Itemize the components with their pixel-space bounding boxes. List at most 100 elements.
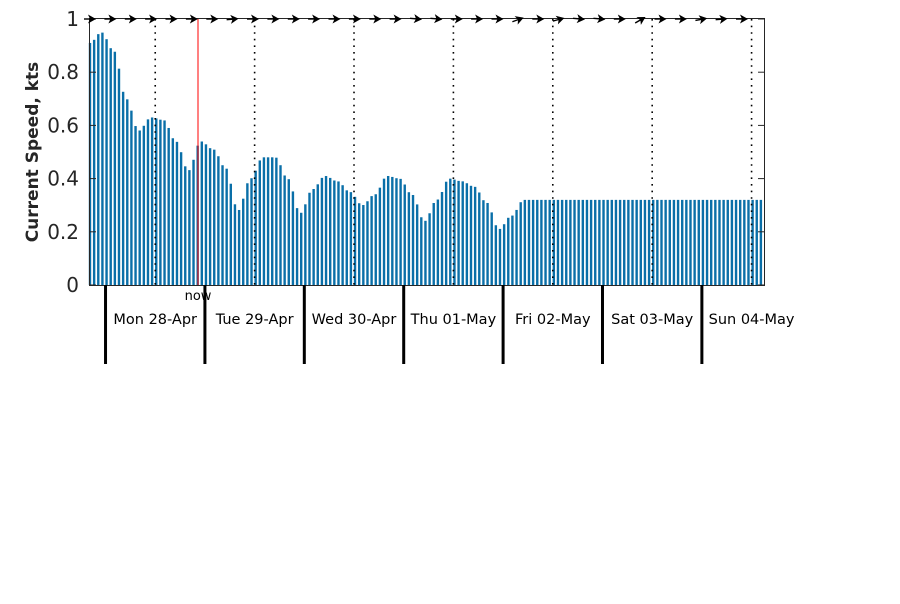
bar <box>225 168 228 285</box>
bar <box>424 220 427 285</box>
bar <box>378 187 382 285</box>
bar <box>92 39 96 285</box>
bar <box>262 157 266 285</box>
bar <box>134 126 137 285</box>
bar <box>730 199 734 285</box>
bar <box>581 199 585 285</box>
bar <box>366 201 369 285</box>
bar <box>138 130 141 285</box>
bar <box>192 159 195 285</box>
bar <box>312 189 315 285</box>
bar <box>320 177 324 285</box>
bar <box>755 199 758 285</box>
bar <box>167 127 170 285</box>
bar <box>710 199 713 285</box>
bar <box>569 199 572 285</box>
bar <box>598 199 601 285</box>
y-tick-label: 0.4 <box>47 167 79 191</box>
bar <box>126 99 129 285</box>
direction-arrow-icon <box>572 14 585 24</box>
bar <box>701 199 705 285</box>
direction-arrow-icon <box>695 15 708 25</box>
direction-arrow-icon <box>165 14 178 24</box>
bar <box>411 195 415 285</box>
direction-arrow-icon <box>634 17 646 25</box>
bar <box>486 202 489 285</box>
direction-arrow-icon <box>348 14 361 24</box>
bar <box>403 184 406 285</box>
bar <box>329 177 332 285</box>
bar <box>693 199 696 285</box>
y-tick-label: 0 <box>66 273 79 297</box>
bar <box>540 199 543 285</box>
bar <box>639 199 642 285</box>
bar <box>685 199 688 285</box>
bar <box>105 39 108 286</box>
bar <box>656 199 659 285</box>
bar <box>271 157 274 285</box>
bar <box>254 170 257 285</box>
direction-arrow-icon <box>552 15 565 25</box>
bar <box>204 144 208 285</box>
direction-arrow-icon <box>328 14 341 24</box>
bar <box>473 186 477 285</box>
bar <box>345 190 348 285</box>
bar <box>109 48 112 285</box>
bar <box>672 199 676 285</box>
bar <box>465 183 469 285</box>
bar <box>610 199 614 285</box>
bar <box>150 117 154 285</box>
plot-frame <box>89 18 765 286</box>
direction-arrow-icon <box>84 14 96 24</box>
bar <box>544 199 547 285</box>
direction-arrow-icon <box>267 14 280 24</box>
bar <box>536 199 539 285</box>
bar <box>217 156 220 285</box>
day-label: Tue 29-Apr <box>215 312 294 328</box>
bar <box>668 199 671 285</box>
direction-arrow-icon <box>124 14 137 24</box>
direction-arrow-icon <box>104 14 117 24</box>
direction-arrow-icon <box>308 14 321 24</box>
bar <box>279 165 282 285</box>
bar <box>747 199 750 285</box>
bar <box>374 194 377 285</box>
bar <box>287 179 290 285</box>
bar <box>163 120 166 285</box>
day-label: Fri 02-May <box>515 312 591 328</box>
direction-arrow-icon <box>654 14 667 24</box>
bar <box>291 191 295 285</box>
bar <box>121 91 125 285</box>
bar <box>482 200 485 285</box>
bar <box>436 199 440 285</box>
bar <box>444 181 448 285</box>
direction-arrow-icon <box>369 14 382 24</box>
bar <box>652 199 655 285</box>
bar <box>275 157 278 285</box>
y-axis: 0 0.2 0.4 0.6 0.8 1 <box>47 7 764 297</box>
bar <box>155 118 158 285</box>
bar <box>353 196 357 285</box>
bars-layer <box>88 32 763 286</box>
bar <box>237 209 241 285</box>
bar <box>440 191 444 285</box>
bar <box>130 110 133 285</box>
bar <box>552 199 556 285</box>
bar <box>453 179 456 285</box>
bar <box>478 192 481 285</box>
bar <box>333 180 336 285</box>
bar <box>308 192 311 285</box>
bar <box>337 181 340 285</box>
bar <box>250 178 253 285</box>
bar <box>117 68 121 285</box>
bar <box>722 199 725 285</box>
bar <box>498 228 502 285</box>
bar <box>316 184 319 285</box>
bar <box>300 212 303 285</box>
bar <box>635 199 638 285</box>
bar <box>507 217 510 285</box>
bar <box>113 51 117 285</box>
bar <box>738 199 742 285</box>
bar <box>515 209 518 285</box>
